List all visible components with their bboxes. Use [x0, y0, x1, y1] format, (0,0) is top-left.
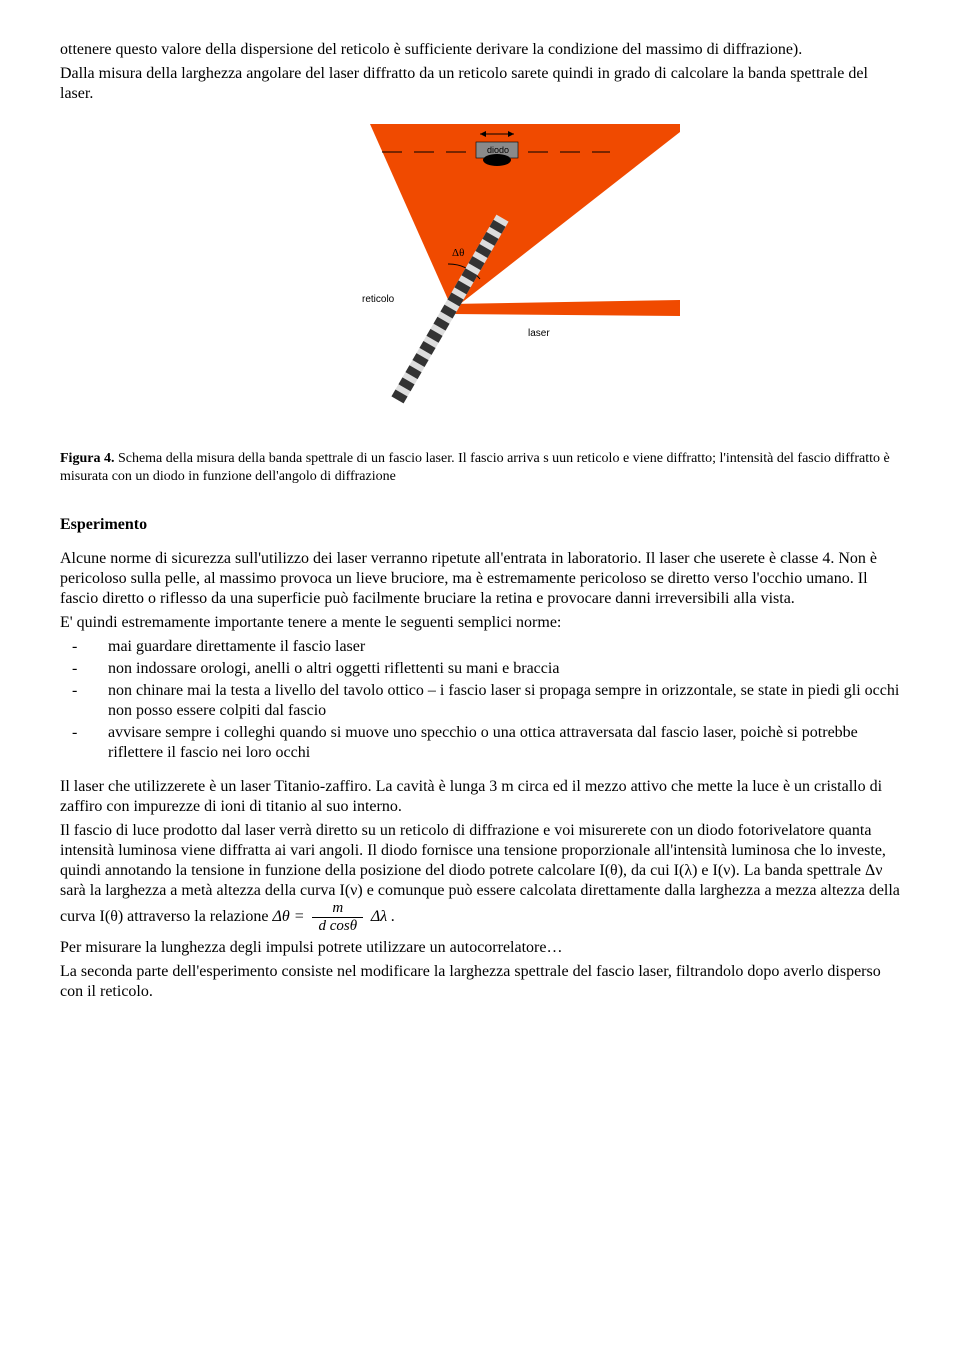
safety-rules-list: mai guardare direttamente il fascio lase… [60, 637, 900, 763]
diodo-label: diodo [487, 145, 509, 155]
esperimento-heading: Esperimento [60, 515, 900, 535]
eq-lhs: Δθ = [272, 908, 304, 925]
esperimento-p4: Il fascio di luce prodotto dal laser ver… [60, 821, 900, 934]
diodo-lens [483, 154, 511, 166]
esperimento-p6: La seconda parte dell'esperimento consis… [60, 962, 900, 1002]
figure-4-caption: Figura 4. Schema della misura della band… [60, 450, 900, 485]
dtheta-label: Δθ [452, 247, 464, 259]
figure-4-caption-label: Figura 4. [60, 451, 114, 466]
list-item: mai guardare direttamente il fascio lase… [60, 637, 900, 657]
beam-horizontal [450, 300, 680, 316]
laser-label: laser [528, 328, 550, 339]
equation-dtheta: Δθ = m d cosθ Δλ . [272, 908, 395, 925]
list-item: avvisare sempre i colleghi quando si muo… [60, 723, 900, 763]
intro-p1: ottenere questo valore della dispersione… [60, 40, 900, 60]
eq-rhs: Δλ . [371, 908, 395, 925]
list-item: non indossare orologi, anelli o altri og… [60, 659, 900, 679]
eq-fraction: m d cosθ [312, 901, 363, 934]
esperimento-p5: Per misurare la lunghezza degli impulsi … [60, 938, 900, 958]
esperimento-p2: E' quindi estremamente importante tenere… [60, 613, 900, 633]
figure-4-caption-text: Schema della misura della banda spettral… [60, 451, 890, 484]
esperimento-p3: Il laser che utilizzerete è un laser Tit… [60, 777, 900, 817]
intro-p2: Dalla misura della larghezza angolare de… [60, 64, 900, 104]
list-item: non chinare mai la testa a livello del t… [60, 681, 900, 721]
esperimento-p1: Alcune norme di sicurezza sull'utilizzo … [60, 549, 900, 609]
reticolo-label: reticolo [362, 294, 395, 305]
eq-num: m [312, 901, 363, 918]
figure-4: diodo Δθ [280, 124, 680, 430]
eq-den: d cosθ [312, 918, 363, 934]
beam-cone [370, 124, 680, 304]
figure-4-svg: diodo Δθ [280, 124, 680, 424]
